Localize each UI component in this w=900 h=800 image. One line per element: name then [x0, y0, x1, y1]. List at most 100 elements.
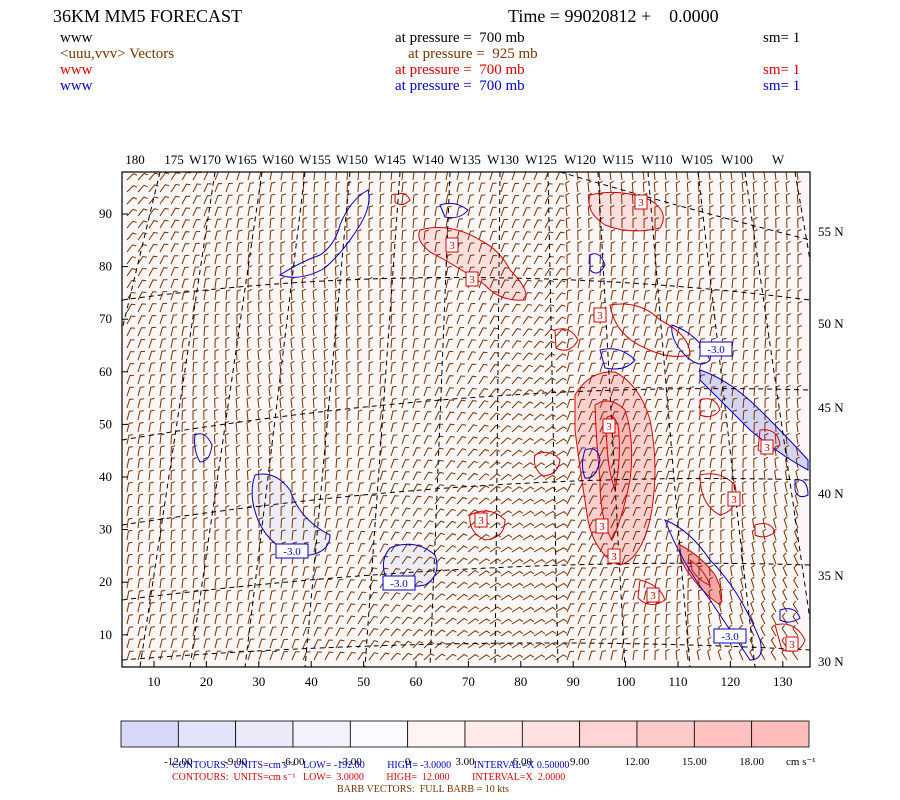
wind-barb [302, 614, 311, 625]
wind-barb [610, 507, 619, 517]
wind-barb [235, 480, 241, 493]
wind-barb [236, 241, 243, 253]
wind-barb [269, 172, 273, 181]
wind-barb [159, 541, 165, 553]
wind-barb [643, 338, 651, 349]
wind-barb [467, 424, 478, 433]
wind-barb [456, 448, 467, 457]
smoothing-label-4: sm= 1 [763, 78, 801, 94]
wind-barb [346, 555, 355, 565]
wind-barb [412, 241, 418, 253]
wind-barb [500, 558, 513, 565]
wind-barb [445, 447, 456, 457]
wind-barb [214, 242, 221, 253]
wind-barb [401, 592, 412, 601]
wind-barb [236, 529, 242, 541]
wind-barb [335, 397, 340, 409]
wind-barb [313, 566, 321, 577]
wind-barb [137, 232, 148, 241]
wind-barb [247, 553, 253, 565]
wind-barb [203, 277, 210, 289]
wind-barb [795, 480, 800, 493]
wind-barb [148, 541, 155, 553]
wind-barb [434, 653, 446, 661]
wind-barb [137, 291, 147, 301]
wind-barb [774, 444, 779, 457]
wind-barb [511, 510, 524, 517]
wind-barb [784, 480, 789, 493]
wind-barb [753, 337, 759, 349]
wind-barb [434, 338, 442, 349]
wind-barb [445, 302, 453, 313]
wind-barb [324, 408, 329, 421]
wind-barb [643, 435, 652, 445]
wind-barb [368, 433, 375, 445]
wind-barb [786, 301, 792, 313]
wind-barb [203, 589, 210, 601]
wind-barb [257, 348, 262, 361]
wind-barb [335, 615, 344, 625]
wind-barb [291, 517, 297, 529]
wind-barb [357, 433, 364, 445]
wind-barb [730, 180, 736, 193]
wind-barb [335, 627, 345, 637]
wind-barb [137, 589, 144, 601]
wind-barb [313, 505, 320, 517]
wind-barb [390, 652, 401, 661]
y-tick-label: 10 [99, 627, 112, 642]
wind-barb [137, 255, 147, 265]
wind-barb [478, 570, 490, 577]
wind-barb [654, 192, 659, 205]
wind-barb [522, 546, 535, 553]
red-contour-label-box [593, 307, 607, 323]
wind-barb [192, 493, 197, 504]
wind-barb [302, 240, 307, 253]
wind-barb [324, 469, 330, 481]
wind-barb [137, 505, 144, 517]
wind-barb [423, 399, 432, 409]
wind-barb [577, 374, 585, 385]
wind-barb [346, 591, 355, 601]
wind-barb [302, 481, 308, 493]
wind-barb [126, 303, 136, 313]
wind-barb [192, 650, 200, 661]
wind-barb [610, 338, 618, 349]
wind-barb [423, 544, 434, 553]
wind-barb [742, 313, 749, 325]
wind-barb [235, 456, 241, 469]
wind-barb [478, 218, 486, 229]
wind-barb [401, 374, 408, 385]
wind-barb [565, 172, 568, 181]
wind-barb [588, 338, 596, 349]
wind-barb [148, 409, 155, 421]
wind-barb [214, 626, 221, 637]
wind-barb [148, 481, 154, 493]
wind-barb [610, 650, 617, 661]
wind-barb [500, 630, 513, 637]
wind-barb [401, 616, 412, 625]
wind-barb [566, 615, 575, 625]
wind-barb [687, 470, 695, 481]
wind-barb [137, 350, 146, 361]
wind-barb [170, 361, 177, 373]
wind-barb [192, 601, 199, 613]
wind-barb [687, 338, 695, 349]
wind-barb [610, 602, 618, 613]
wind-barb [478, 594, 490, 601]
wind-barb [598, 204, 604, 217]
wind-barb [268, 348, 273, 361]
wind-barb [181, 433, 187, 445]
wind-barb [511, 582, 524, 589]
wind-barb [687, 265, 694, 277]
wind-barb [775, 361, 781, 373]
wind-barb [718, 612, 723, 625]
wind-barb [434, 532, 445, 541]
wind-barb [280, 229, 286, 241]
wind-barb [445, 484, 456, 493]
field-label-1: www [60, 30, 93, 46]
wind-barb [368, 241, 373, 253]
wind-barb [676, 326, 684, 337]
wind-barb [334, 360, 340, 373]
wind-barb [720, 361, 727, 373]
wind-barb [654, 217, 660, 229]
